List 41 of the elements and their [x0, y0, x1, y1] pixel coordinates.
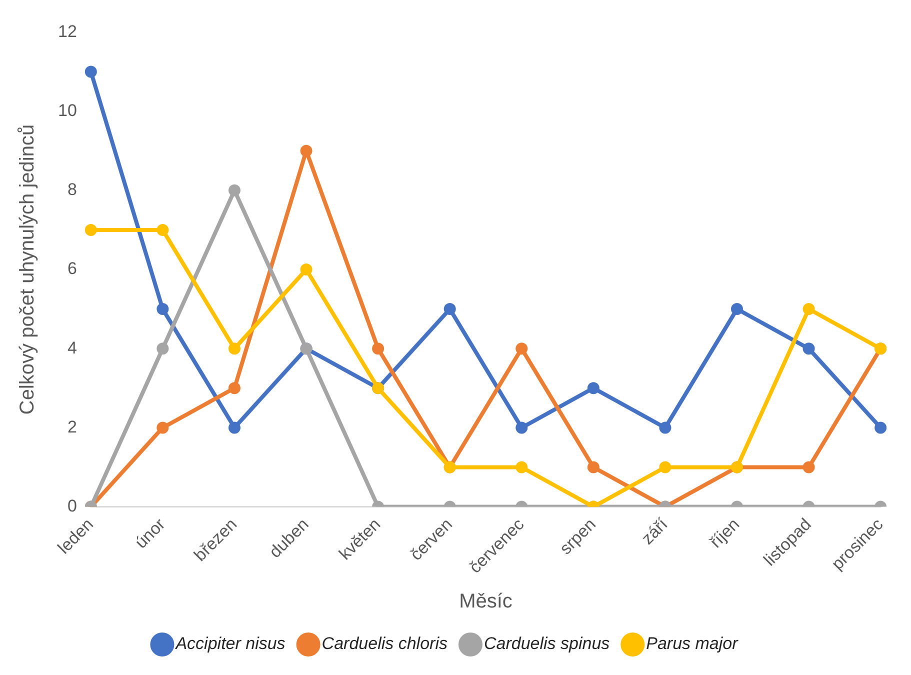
point [802, 342, 815, 355]
point [587, 382, 600, 394]
legend-label: Accipiter nisus [174, 634, 286, 654]
x-tick-label: září [638, 514, 672, 548]
point [156, 342, 169, 355]
point [228, 184, 240, 196]
point [156, 422, 169, 434]
point [372, 342, 384, 355]
legend-label: Carduelis spinus [484, 634, 610, 654]
y-tick-label: 0 [67, 496, 77, 516]
y-axis-title: Celkový počet uhynulých jedinců [16, 124, 39, 415]
y-tick-label: 8 [67, 180, 77, 200]
y-tick-label: 4 [67, 338, 77, 358]
point [731, 303, 743, 316]
point [156, 303, 169, 316]
point [802, 303, 815, 316]
point [444, 303, 456, 316]
point [587, 461, 600, 474]
point [84, 66, 97, 78]
point [84, 224, 97, 236]
y-tick-label: 12 [58, 22, 77, 41]
point [516, 422, 528, 434]
point [874, 422, 887, 434]
point [228, 382, 240, 394]
y-tick-label: 10 [58, 100, 77, 120]
point [300, 264, 312, 276]
x-tick-label: říjen [706, 514, 744, 552]
point [516, 461, 528, 474]
point [228, 422, 240, 434]
point [516, 342, 528, 355]
point [659, 422, 672, 434]
point [802, 461, 815, 474]
legend-label: Carduelis chloris [322, 634, 448, 654]
point [300, 144, 312, 157]
point [156, 224, 169, 236]
point [228, 342, 240, 355]
x-axis-title: Měsíc [459, 590, 512, 613]
y-tick-label: 6 [67, 259, 77, 278]
point [659, 461, 672, 474]
y-tick-label: 2 [67, 417, 77, 436]
legend-label: Parus major [646, 634, 740, 654]
